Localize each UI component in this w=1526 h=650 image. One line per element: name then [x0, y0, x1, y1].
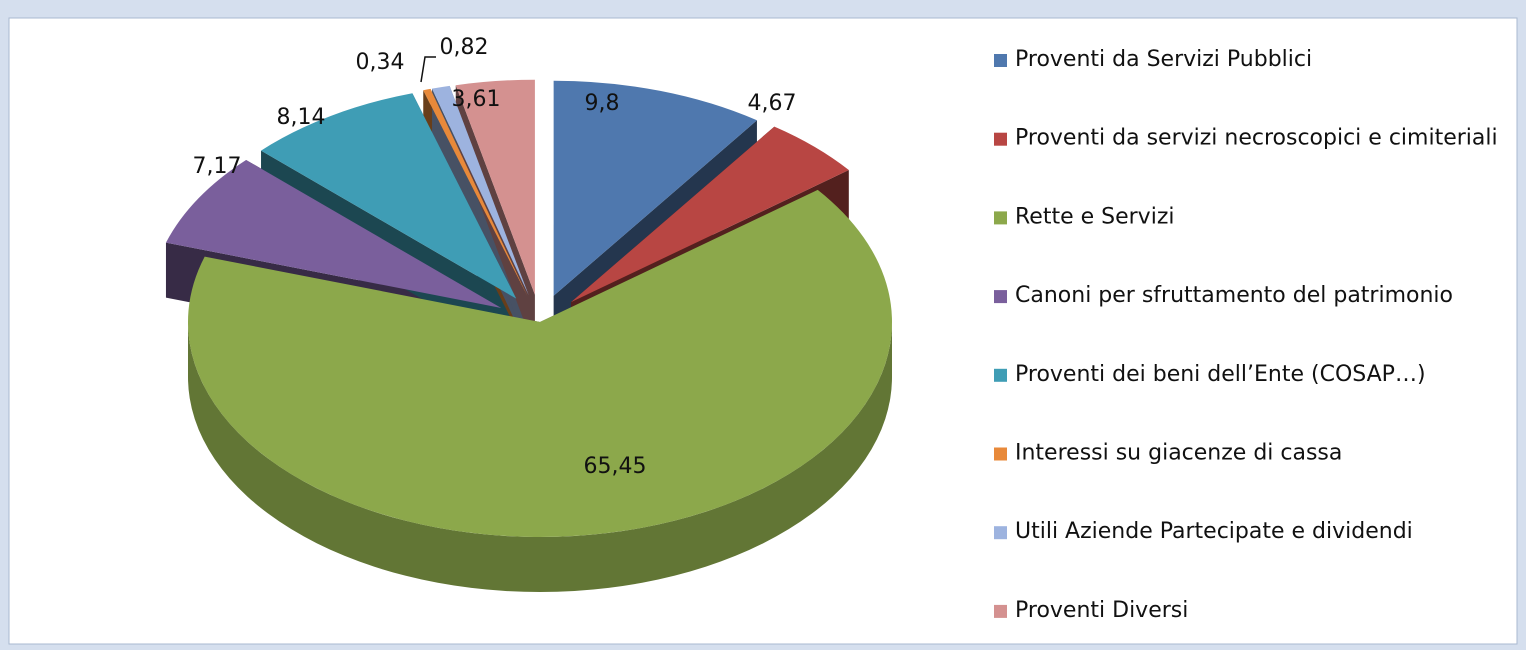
data-label: 4,67: [748, 91, 797, 116]
slice: [188, 189, 893, 537]
legend-label: Rette e Servizi: [1015, 204, 1174, 229]
legend-label: Interessi su giacenze di cassa: [1015, 441, 1342, 466]
legend-swatch: [994, 447, 1007, 461]
legend-swatch: [994, 526, 1007, 540]
legend-label: Canoni per sfruttamento del patrimonio: [1015, 283, 1453, 308]
slice: [553, 80, 757, 296]
legend-label: Proventi Diversi: [1015, 598, 1188, 623]
slice: [571, 126, 849, 303]
legend-swatch: [994, 54, 1007, 67]
legend-label: Proventi da Servizi Pubblici: [1015, 47, 1312, 72]
slice: [165, 159, 502, 309]
legend-label: Proventi dei beni dell’Ente (COSAP…): [1015, 362, 1426, 387]
legend-swatch: [994, 368, 1007, 382]
slice: [261, 93, 517, 299]
data-label: 9,8: [585, 91, 620, 116]
data-label: 0,82: [440, 35, 489, 60]
legend-swatch: [994, 290, 1007, 304]
slice: [432, 85, 529, 296]
slice: [455, 79, 535, 295]
data-label: 65,45: [584, 454, 647, 479]
legend-label: Proventi da servizi necroscopici e cimit…: [1015, 126, 1498, 151]
data-label: 8,14: [277, 105, 326, 130]
data-label: 3,61: [452, 87, 501, 112]
leader-line: [420, 56, 436, 83]
legend-label: Utili Aziende Partecipate e dividendi: [1015, 519, 1413, 544]
legend-swatch: [994, 211, 1007, 225]
data-label: 7,17: [193, 154, 242, 179]
legend-swatch: [994, 604, 1007, 618]
data-label: 0,34: [356, 50, 405, 75]
slice-wall: [188, 322, 892, 592]
slice: [423, 88, 528, 296]
legend-swatch: [994, 132, 1007, 146]
